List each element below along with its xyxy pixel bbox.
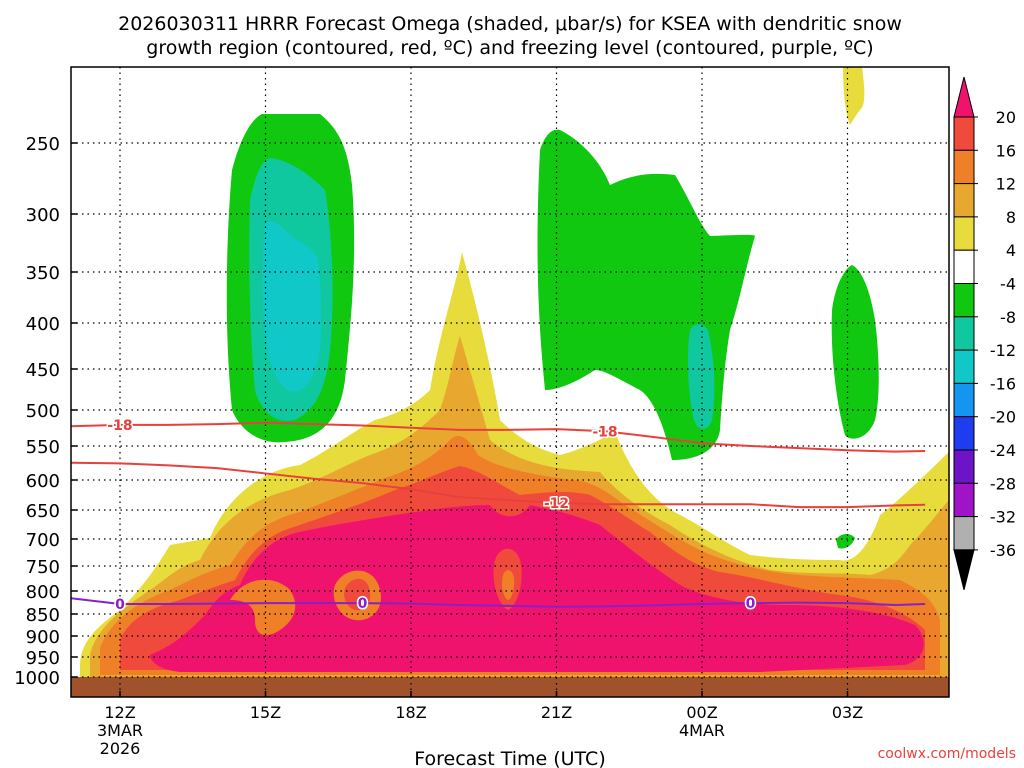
omega-shade-minus4-minus8-21z [537, 129, 755, 460]
colorbar-label: 16 [996, 141, 1016, 160]
colorbar-label: 4 [1006, 241, 1016, 260]
x-tick-label: 21Z [541, 703, 572, 722]
x-tick-label: 12Z [104, 703, 135, 722]
colorbar: 20 16 12 8 4 -4 -8 -12 -16 -20 -24 -28 -32 -36 [953, 76, 1016, 591]
plot-frame [70, 66, 950, 698]
colorbar-label: -36 [990, 541, 1016, 560]
y-tick-label: 750 [26, 557, 60, 578]
y-tick-label: 650 [26, 501, 60, 522]
contour-label-dendritic-top: -18 [592, 424, 617, 440]
y-tick-label: 250 [26, 134, 60, 155]
omega-shade-over-20 [150, 505, 924, 672]
grid-lines [71, 67, 949, 697]
colorbar-top-arrow [953, 76, 975, 118]
colorbar-segment [953, 183, 975, 218]
contour-label-freezing-level: 0 [358, 596, 368, 612]
chart-title-line-2: growth region (contoured, red, ºC) and f… [146, 37, 873, 59]
contour-label-freezing-level: 0 [746, 596, 756, 612]
omega-shade-top-right [843, 67, 865, 125]
colorbar-label: 12 [996, 175, 1016, 194]
y-tick-label: 800 [26, 582, 60, 603]
x-tick-label: 00Z [686, 703, 717, 722]
colorbar-label: -24 [990, 441, 1016, 460]
omega-blob-15z [230, 579, 296, 636]
y-tick-label: 450 [26, 360, 60, 381]
colorbar-label: -16 [990, 374, 1016, 393]
colorbar-segment [953, 316, 975, 351]
colorbar-segment [953, 283, 975, 318]
contour-lines: -18 -18 -12 0 0 0 [71, 416, 926, 615]
y-tick-label: 600 [26, 471, 60, 492]
x-tick-year: 2026 [100, 739, 141, 758]
omega-shading [71, 67, 949, 697]
y-tick-label: 700 [26, 530, 60, 551]
y-axis: 2503003504004505005506006507007508008509… [14, 134, 77, 689]
colorbar-label: -28 [990, 474, 1016, 493]
colorbar-segment [953, 449, 975, 484]
y-tick-label: 500 [26, 401, 60, 422]
y-tick-label: 550 [26, 437, 60, 458]
omega-shade-minus4-minus8-small [836, 534, 855, 549]
colorbar-label: -8 [1000, 308, 1016, 327]
y-tick-label: 950 [26, 648, 60, 669]
colorbar-segment [953, 249, 975, 284]
x-tick-label: 15Z [250, 703, 281, 722]
x-tick-date: 4MAR [679, 721, 725, 740]
y-tick-label: 400 [26, 314, 60, 335]
colorbar-label: 8 [1006, 208, 1016, 227]
y-tick-label: 300 [26, 205, 60, 226]
colorbar-segment [953, 149, 975, 185]
colorbar-segment [953, 116, 975, 151]
colorbar-segment [953, 349, 975, 384]
y-tick-label: 900 [26, 627, 60, 648]
x-tick-label: 18Z [395, 703, 426, 722]
contour-label-dendritic-bottom: -12 [544, 496, 569, 512]
contour-dendritic-bottom [71, 461, 926, 509]
colorbar-label: -12 [990, 341, 1016, 360]
colorbar-segment [953, 516, 975, 551]
x-axis-label: Forecast Time (UTC) [414, 748, 605, 768]
contour-dendritic-top [71, 421, 926, 453]
y-tick-label: 850 [26, 605, 60, 626]
colorbar-label: 20 [996, 108, 1016, 127]
omega-blob-20z-core [501, 570, 515, 600]
contour-label-freezing-level: 0 [115, 597, 125, 613]
x-tick-date: 3MAR [97, 721, 143, 740]
contour-label-dendritic-top: -18 [107, 418, 132, 434]
omega-shade-minus4-minus8-03z [831, 265, 879, 439]
colorbar-label: -32 [990, 508, 1016, 527]
colorbar-label: -20 [990, 408, 1016, 427]
contour-freezing-level [71, 597, 926, 608]
chart-title-line-1: 2026030311 HRRR Forecast Omega (shaded, … [118, 13, 902, 35]
colorbar-segment [953, 216, 975, 251]
omega-shade-minus8-minus12-00z [687, 324, 715, 429]
colorbar-segment [953, 382, 975, 418]
colorbar-segment [953, 416, 975, 451]
y-tick-label: 350 [26, 263, 60, 284]
credit-text: coolwx.com/models [878, 746, 1016, 762]
colorbar-segment [953, 482, 975, 518]
x-tick-label: 03Z [832, 703, 863, 722]
omega-shade-minus12-minus16-15z [262, 221, 321, 392]
ground-terrain [71, 677, 949, 697]
y-tick-label: 1000 [14, 668, 60, 689]
colorbar-label: -4 [1000, 275, 1016, 294]
colorbar-bottom-arrow [953, 549, 975, 591]
